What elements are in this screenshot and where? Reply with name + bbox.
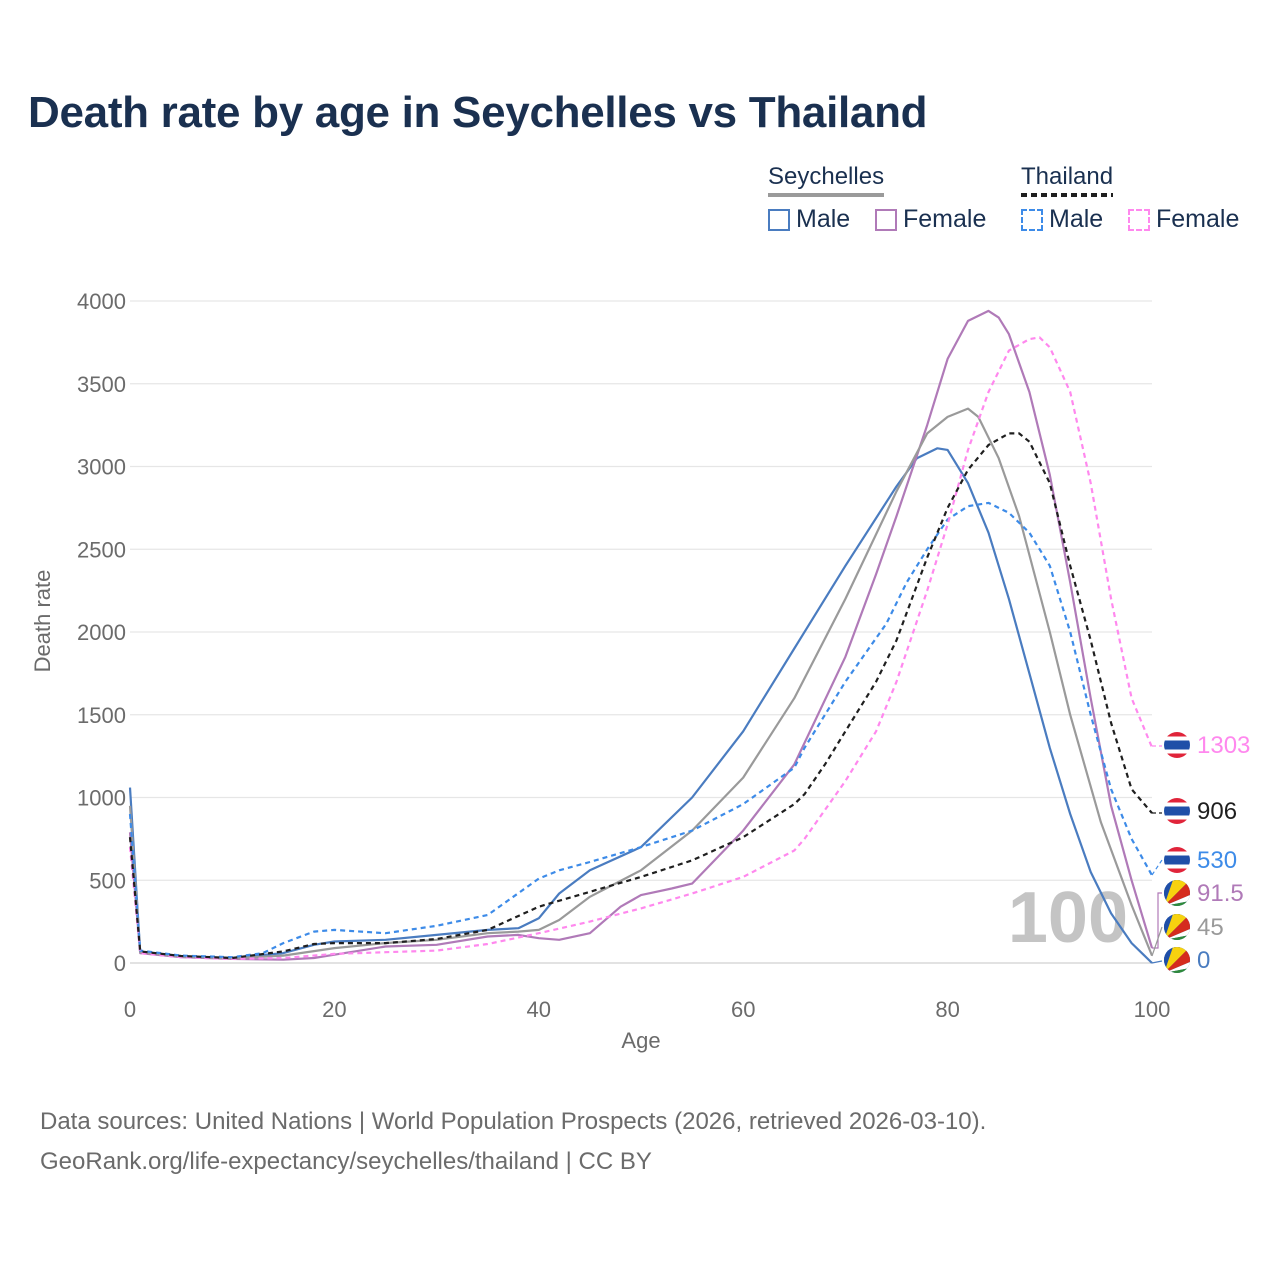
x-tick-label: 40	[527, 997, 551, 1022]
thailand-flag-icon	[1164, 732, 1190, 758]
thailand-flag-icon	[1164, 798, 1190, 824]
y-tick-label: 4000	[77, 289, 126, 314]
legend-label-seychelles-male: Male	[796, 205, 851, 233]
legend-group-seychelles: Seychelles	[768, 163, 885, 197]
y-tick-label: 1500	[77, 703, 126, 728]
legend-label-seychelles-female: Female	[903, 205, 987, 233]
gridlines	[130, 300, 1152, 964]
end-label-thailand-total: 906	[1197, 798, 1237, 825]
end-label-seychelles-total: 45	[1197, 914, 1224, 941]
age-watermark: 100	[1008, 878, 1128, 958]
axes: 0 500 1000 1500 2000 2500 3000 3500 4000 0 20 40 60 8…	[30, 289, 1170, 1053]
seychelles-flag-icon	[1164, 914, 1190, 940]
legend-thailand-female[interactable]: Female	[1128, 205, 1239, 234]
y-tick-label: 1000	[77, 786, 126, 811]
end-flags	[1151, 732, 1190, 973]
series-line-seychelles-total[interactable]	[128, 407, 1154, 960]
x-tick-label: 0	[124, 997, 136, 1022]
legend-swatch-thailand-male	[1021, 208, 1043, 231]
seychelles-flag-icon	[1164, 880, 1190, 906]
legend-group-seychelles-label: Seychelles	[768, 163, 885, 190]
x-tick-label: 100	[1134, 997, 1171, 1022]
end-label-seychelles-male: 0	[1197, 947, 1210, 974]
y-axis-label: Death rate	[30, 570, 55, 673]
y-tick-label: 3500	[77, 372, 126, 397]
x-tick-label: 20	[322, 997, 346, 1022]
y-tick-label: 0	[114, 951, 126, 976]
end-connector	[1151, 926, 1163, 957]
series-line-seychelles-female[interactable]	[128, 309, 1154, 961]
series-lines	[128, 309, 1154, 964]
series-line-thailand-total[interactable]	[128, 432, 1153, 960]
end-label-seychelles-female: 91.5	[1197, 880, 1244, 907]
legend-label-thailand-female: Female	[1156, 205, 1240, 233]
y-tick-label: 3000	[77, 455, 126, 480]
x-axis-label: Age	[621, 1028, 660, 1053]
series-line-thailand-male[interactable]	[128, 501, 1153, 959]
end-label-thailand-male: 530	[1197, 847, 1237, 874]
y-tick-label: 2500	[77, 537, 126, 562]
legend-group-thailand-label: Thailand	[1021, 163, 1114, 190]
end-label-thailand-female: 1303	[1197, 732, 1250, 759]
legend-swatch-seychelles-male	[768, 208, 790, 231]
end-labels: 1303 906 530 91.5 45 0	[1197, 732, 1250, 974]
end-connector	[1151, 960, 1163, 964]
source-line-1: Data sources: United Nations | World Pop…	[40, 1108, 987, 1135]
legend-thailand-male[interactable]: Male	[1021, 205, 1103, 234]
seychelles-flag-icon	[1164, 947, 1190, 973]
x-tick-label: 60	[731, 997, 755, 1022]
y-tick-label: 2000	[77, 620, 126, 645]
legend-seychelles-female[interactable]: Female	[875, 205, 986, 234]
legend-group-thailand: Thailand	[1021, 163, 1114, 197]
series-line-seychelles-male[interactable]	[128, 447, 1153, 964]
end-connector	[1152, 892, 1162, 949]
legend-swatch-thailand-female	[1128, 208, 1150, 231]
legend-label-thailand-male: Male	[1049, 205, 1104, 233]
chart-title: Death rate by age in Seychelles vs Thail…	[28, 88, 928, 137]
legend-seychelles-line	[768, 193, 885, 197]
x-tick-label: 80	[935, 997, 959, 1022]
thailand-flag-icon	[1164, 847, 1190, 873]
source-line-2[interactable]: GeoRank.org/life-expectancy/seychelles/t…	[40, 1148, 652, 1175]
legend-thailand-line	[1021, 193, 1114, 197]
legend-swatch-seychelles-female	[875, 208, 897, 231]
y-tick-label: 500	[89, 868, 126, 893]
series-line-thailand-female[interactable]	[128, 336, 1154, 960]
legend-seychelles-male[interactable]: Male	[768, 205, 850, 234]
end-connector	[1151, 859, 1163, 876]
